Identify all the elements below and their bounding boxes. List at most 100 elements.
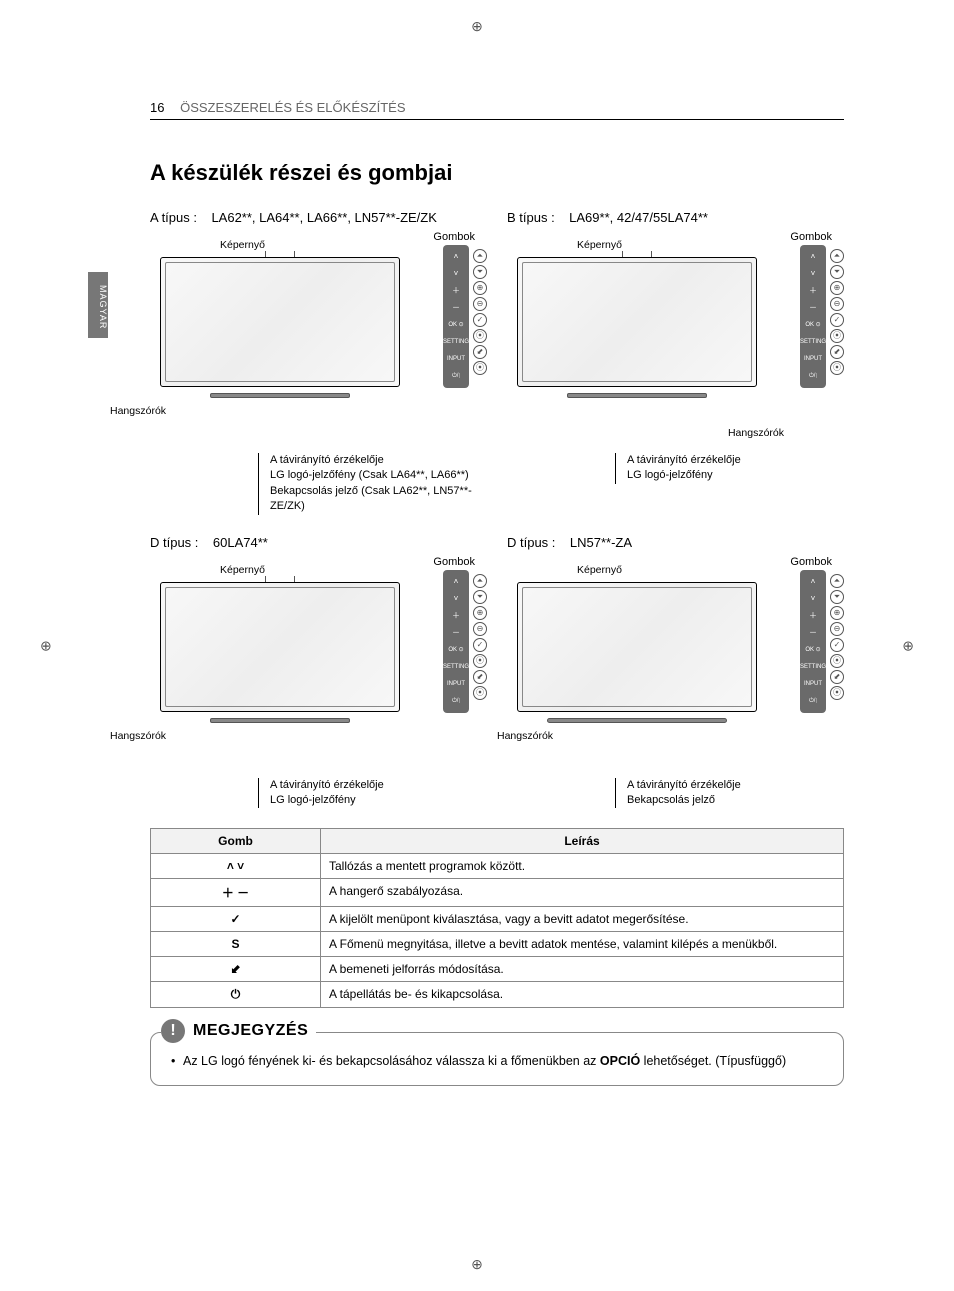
note-text-pre: Az LG logó fényének ki- és bekapcsolásáh… bbox=[183, 1054, 600, 1068]
ic-ok: ✓ bbox=[830, 313, 844, 327]
tv-c-stand bbox=[210, 718, 350, 723]
registration-mark-left: ⊕ bbox=[40, 637, 52, 654]
button-column: ˄ ˅ ＋ － OK ⊙ SETTINGS INPUT ⏻/∣ bbox=[443, 245, 469, 388]
ic-power: ⦿ bbox=[473, 361, 487, 375]
ic-plus: ⊕ bbox=[473, 606, 487, 620]
type-b-models: LA69**, 42/47/55LA74** bbox=[569, 210, 708, 225]
cell-sym: ✓ bbox=[151, 907, 321, 932]
buttons-label: Gombok bbox=[433, 556, 475, 568]
ic-down: ⏷ bbox=[830, 265, 844, 279]
table-row: ✓ A kijelölt menüpont kiválasztása, vagy… bbox=[151, 907, 844, 932]
button-panel-c: ˄ ˅ ＋ － OK ⊙ SETTINGS INPUT ⏻/∣ ⏶ ⏷ ⊕ ⊖ bbox=[443, 570, 487, 713]
callout-remote: A távirányító érzékelője bbox=[627, 778, 844, 793]
table-row: S A Főmenü megnyitása, illetve a bevitt … bbox=[151, 932, 844, 957]
button-panel-a: ˄ ˅ ＋ － OK ⊙ SETTINGS INPUT ⏻/∣ ⏶ ⏷ ⊕ ⊖ bbox=[443, 245, 487, 388]
callout-remote: A távirányító érzékelője bbox=[270, 453, 487, 468]
btn-settings: SETTINGS bbox=[443, 659, 469, 675]
callouts-c: A távirányító érzékelője LG logó-jelzőfé… bbox=[150, 778, 487, 809]
btn-up: ˄ bbox=[443, 574, 469, 590]
btn-ok: OK ⊙ bbox=[443, 317, 469, 333]
screen-label: Képernyő bbox=[577, 239, 622, 251]
btn-up: ˄ bbox=[800, 574, 826, 590]
ic-ok: ✓ bbox=[473, 638, 487, 652]
btn-plus: ＋ bbox=[443, 608, 469, 624]
th-leiras: Leírás bbox=[321, 829, 844, 854]
th-gomb: Gomb bbox=[151, 829, 321, 854]
btn-ok: OK ⊙ bbox=[800, 642, 826, 658]
btn-up: ˄ bbox=[443, 249, 469, 265]
page-title: A készülék részei és gombjai bbox=[150, 160, 844, 186]
callouts-b: A távirányító érzékelője LG logó-jelzőfé… bbox=[507, 453, 844, 484]
btn-plus: ＋ bbox=[800, 608, 826, 624]
btn-power: ⏻/∣ bbox=[443, 368, 469, 384]
ic-up: ⏶ bbox=[830, 574, 844, 588]
ic-minus: ⊖ bbox=[473, 622, 487, 636]
btn-input: INPUT bbox=[800, 676, 826, 692]
screen-label: Képernyő bbox=[220, 564, 265, 576]
note-bullet: Az LG logó fényének ki- és bekapcsolásáh… bbox=[169, 1053, 825, 1071]
tv-b-wrap: Képernyő Gombok Hangszórók ˄ ˅ ＋ － OK ⊙ … bbox=[507, 235, 844, 445]
type-b-prefix: B típus : bbox=[507, 210, 555, 225]
type-d-label: D típus : LN57**-ZA bbox=[507, 535, 844, 550]
btn-input: INPUT bbox=[443, 351, 469, 367]
diagram-row-1: A típus : LA62**, LA64**, LA66**, LN57**… bbox=[150, 210, 844, 515]
cell-desc: A tápellátás be- és kikapcsolása. bbox=[321, 982, 844, 1008]
ic-settings: ⦿ bbox=[830, 329, 844, 343]
ic-input: ⬋ bbox=[830, 345, 844, 359]
callout-power: Bekapcsolás jelző (Csak LA62**, LN57**-Z… bbox=[270, 484, 487, 515]
type-a-prefix: A típus : bbox=[150, 210, 197, 225]
btn-minus: － bbox=[443, 300, 469, 316]
callouts-a: A távirányító érzékelője LG logó-jelzőfé… bbox=[150, 453, 487, 515]
note-box: ! MEGJEGYZÉS Az LG logó fényének ki- és … bbox=[150, 1032, 844, 1086]
table-row: ⬋ A bemeneti jelforrás módosítása. bbox=[151, 957, 844, 982]
tv-c-wrap: Képernyő Gombok Hangszórók ˄ ˅ ＋ － OK ⊙ … bbox=[150, 560, 487, 770]
callout-remote: A távirányító érzékelője bbox=[627, 453, 844, 468]
ic-power: ⦿ bbox=[473, 686, 487, 700]
btn-input: INPUT bbox=[800, 351, 826, 367]
tv-c-neck bbox=[265, 576, 295, 582]
icon-column: ⏶ ⏷ ⊕ ⊖ ✓ ⦿ ⬋ ⦿ bbox=[473, 570, 487, 700]
ic-up: ⏶ bbox=[473, 249, 487, 263]
ic-ok: ✓ bbox=[473, 313, 487, 327]
ic-power: ⦿ bbox=[830, 361, 844, 375]
type-c-models: 60LA74** bbox=[213, 535, 268, 550]
callout-logo: LG logó-jelzőfény (Csak LA64**, LA66**) bbox=[270, 468, 487, 483]
page-number: 16 bbox=[150, 100, 164, 115]
callout-logo: LG logó-jelzőfény bbox=[627, 468, 844, 483]
ic-down: ⏷ bbox=[830, 590, 844, 604]
note-heading: ! MEGJEGYZÉS bbox=[161, 1019, 316, 1043]
tv-c-screen bbox=[160, 582, 400, 712]
tv-b-neck bbox=[622, 251, 652, 257]
language-tab: MAGYAR bbox=[88, 272, 108, 338]
ic-minus: ⊖ bbox=[830, 297, 844, 311]
tv-b bbox=[517, 257, 757, 407]
tv-a-wrap: Képernyő Gombok Hangszórók ˄ ˅ ＋ － OK ⊙ … bbox=[150, 235, 487, 445]
btn-ok: OK ⊙ bbox=[800, 317, 826, 333]
buttons-label: Gombok bbox=[433, 231, 475, 243]
btn-down: ˅ bbox=[800, 266, 826, 282]
btn-power: ⏻/∣ bbox=[443, 693, 469, 709]
ic-plus: ⊕ bbox=[473, 281, 487, 295]
type-c-prefix: D típus : bbox=[150, 535, 198, 550]
btn-settings: SETTINGS bbox=[800, 659, 826, 675]
button-panel-d: ˄ ˅ ＋ － OK ⊙ SETTINGS INPUT ⏻/∣ ⏶ ⏷ ⊕ ⊖ bbox=[800, 570, 844, 713]
ic-minus: ⊖ bbox=[473, 297, 487, 311]
callouts-d: A távirányító érzékelője Bekapcsolás jel… bbox=[507, 778, 844, 809]
manual-page: ⊕ ⊕ ⊕ ⊕ MAGYAR 16 ÖSSZESZERELÉS ÉS ELŐKÉ… bbox=[0, 0, 954, 1291]
note-text-post: lehetőséget. (Típusfüggő) bbox=[640, 1054, 786, 1068]
type-b-label: B típus : LA69**, 42/47/55LA74** bbox=[507, 210, 844, 225]
type-d-block: D típus : LN57**-ZA Képernyő Gombok Hang… bbox=[507, 535, 844, 809]
btn-down: ˅ bbox=[800, 591, 826, 607]
btn-down: ˅ bbox=[443, 266, 469, 282]
ic-input: ⬋ bbox=[830, 670, 844, 684]
tv-b-stand bbox=[567, 393, 707, 398]
btn-minus: － bbox=[443, 625, 469, 641]
btn-minus: － bbox=[800, 300, 826, 316]
type-c-label: D típus : 60LA74** bbox=[150, 535, 487, 550]
ic-power: ⦿ bbox=[830, 686, 844, 700]
btn-plus: ＋ bbox=[800, 283, 826, 299]
ic-input: ⬋ bbox=[473, 670, 487, 684]
section-title: ÖSSZESZERELÉS ÉS ELŐKÉSZÍTÉS bbox=[180, 100, 405, 115]
cell-sym: ˄ ˅ bbox=[151, 854, 321, 879]
cell-sym: ⬋ bbox=[151, 957, 321, 982]
